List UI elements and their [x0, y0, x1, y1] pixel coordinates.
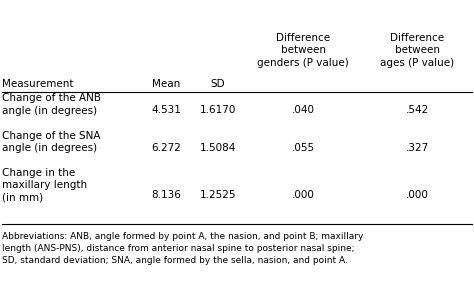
Text: 1.6170: 1.6170 — [200, 106, 236, 115]
Text: .055: .055 — [292, 143, 315, 153]
Text: 4.531: 4.531 — [151, 106, 181, 115]
Text: Abbreviations: ANB, angle formed by point A, the nasion, and point B; maxillary
: Abbreviations: ANB, angle formed by poin… — [2, 232, 364, 265]
Text: Change in the
maxillary length
(in mm): Change in the maxillary length (in mm) — [2, 168, 88, 203]
Text: .040: .040 — [292, 106, 315, 115]
Text: 1.2525: 1.2525 — [200, 190, 237, 200]
Text: Measurement: Measurement — [2, 79, 74, 89]
Text: .000: .000 — [292, 190, 315, 200]
Text: SD: SD — [211, 79, 225, 89]
Text: .327: .327 — [405, 143, 429, 153]
Text: 6.272: 6.272 — [151, 143, 181, 153]
Text: .542: .542 — [405, 106, 429, 115]
Text: 8.136: 8.136 — [151, 190, 181, 200]
Text: Difference
between
ages (P value): Difference between ages (P value) — [380, 33, 454, 68]
Text: 1.5084: 1.5084 — [200, 143, 236, 153]
Text: Mean: Mean — [152, 79, 180, 89]
Text: Difference
between
genders (P value): Difference between genders (P value) — [257, 33, 349, 68]
Text: Change of the SNA
angle (in degrees): Change of the SNA angle (in degrees) — [2, 131, 101, 153]
Text: Change of the ANB
angle (in degrees): Change of the ANB angle (in degrees) — [2, 93, 101, 116]
Text: .000: .000 — [406, 190, 428, 200]
